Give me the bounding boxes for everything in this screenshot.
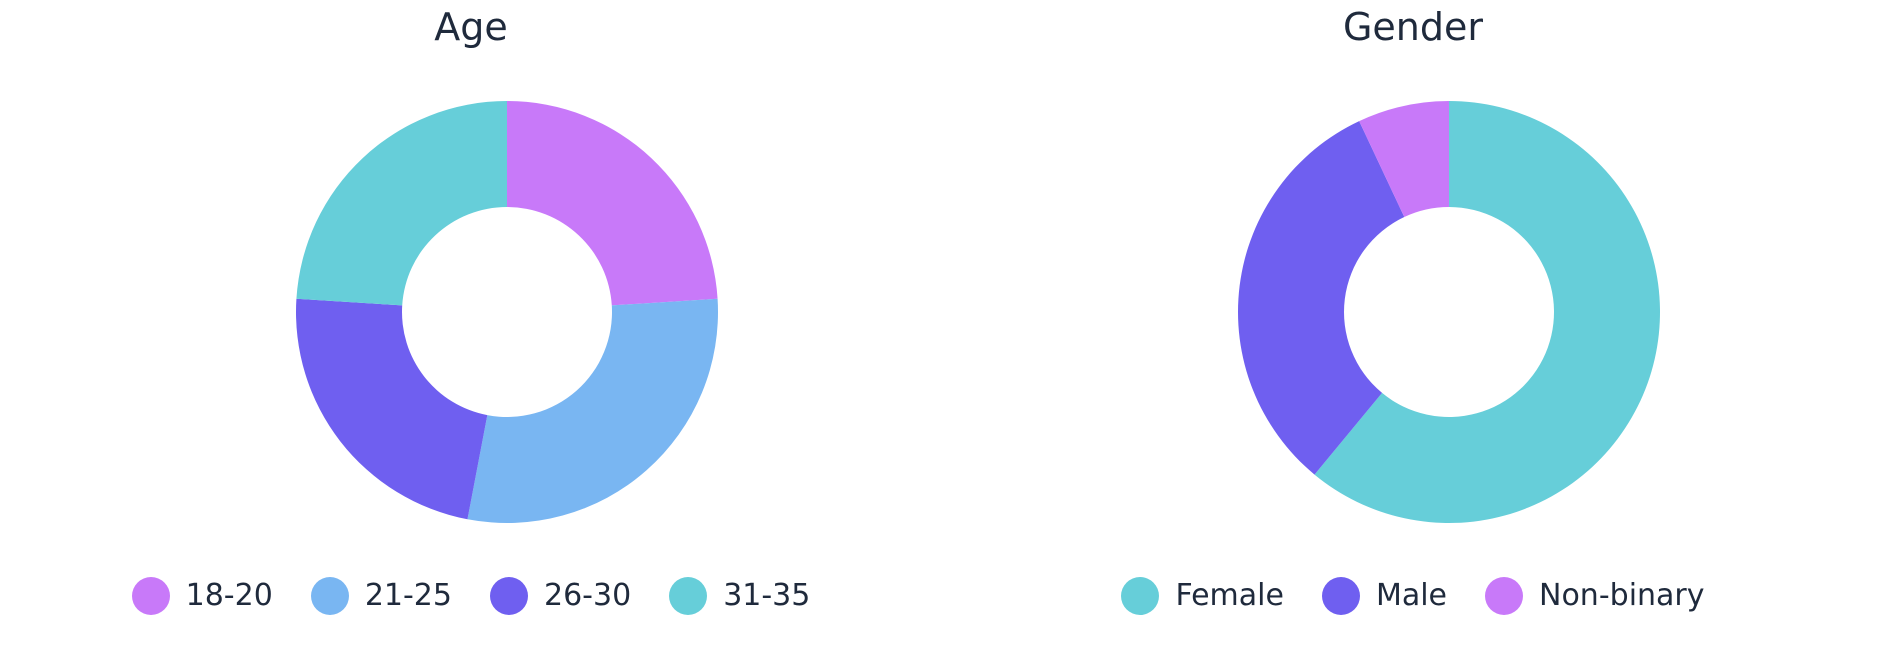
slice-21-25[interactable]	[467, 298, 718, 524]
legend-label: 21-25	[364, 578, 452, 613]
legend-item-31-35[interactable]: 31-35	[669, 577, 810, 615]
legend-label: Male	[1375, 578, 1448, 613]
legend-item-non-binary[interactable]: Non-binary	[1485, 577, 1705, 615]
gender-legend: Female Male Non-binary	[942, 566, 1884, 626]
legend-swatch	[131, 577, 170, 615]
legend-item-26-30[interactable]: 26-30	[490, 577, 631, 615]
slice-18-20[interactable]	[507, 101, 718, 306]
age-chart-panel: Age 18-20 21-25 26-30 31-35	[0, 5, 942, 626]
legend-item-female[interactable]: Female	[1121, 577, 1284, 615]
legend-label: 31-35	[723, 578, 811, 613]
slice-female[interactable]	[1314, 101, 1660, 523]
legend-label: 26-30	[544, 578, 632, 613]
legend-swatch	[669, 577, 708, 615]
slice-31-35[interactable]	[296, 101, 507, 306]
gender-donut-chart	[1238, 101, 1660, 523]
legend-swatch	[1485, 577, 1524, 615]
legend-item-male[interactable]: Male	[1321, 577, 1448, 615]
chart-title: Gender	[1342, 5, 1484, 49]
slice-26-30[interactable]	[296, 298, 488, 520]
legend-swatch	[490, 577, 528, 615]
slice-non-binary[interactable]	[1359, 101, 1449, 217]
age-legend: 18-20 21-25 26-30 31-35	[0, 566, 942, 626]
legend-item-18-20[interactable]: 18-20	[131, 577, 273, 615]
legend-swatch	[310, 577, 349, 615]
legend-label: 18-20	[185, 578, 273, 613]
legend-label: Female	[1175, 578, 1284, 613]
slice-male[interactable]	[1238, 121, 1405, 475]
legend-swatch	[1321, 577, 1360, 615]
legend-label: Non-binary	[1539, 578, 1705, 613]
gender-chart-panel: Gender Female Male Non-binary	[942, 0, 1884, 663]
legend-item-21-25[interactable]: 21-25	[310, 577, 452, 615]
age-donut-chart	[296, 101, 718, 524]
chart-title: Age	[434, 5, 508, 49]
legend-swatch	[1121, 577, 1160, 615]
